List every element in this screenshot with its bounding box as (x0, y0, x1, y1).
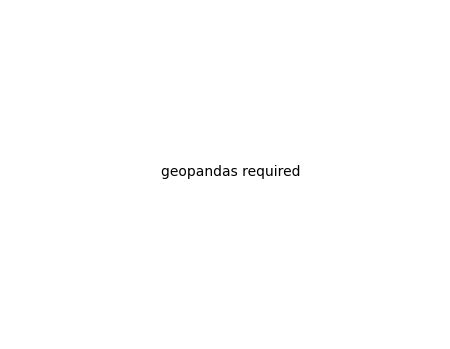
Text: geopandas required: geopandas required (161, 165, 301, 179)
